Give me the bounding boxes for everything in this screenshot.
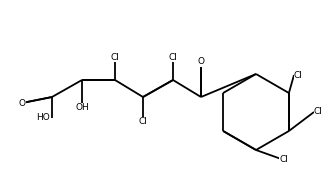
Text: Cl: Cl [111,53,119,61]
Text: Cl: Cl [314,108,323,116]
Text: Cl: Cl [169,53,177,61]
Text: Cl: Cl [294,70,303,80]
Text: HO: HO [36,114,50,122]
Text: Cl: Cl [279,156,288,164]
Text: O: O [197,57,204,67]
Text: O: O [18,98,26,108]
Text: Cl: Cl [138,118,148,126]
Text: OH: OH [75,104,89,112]
